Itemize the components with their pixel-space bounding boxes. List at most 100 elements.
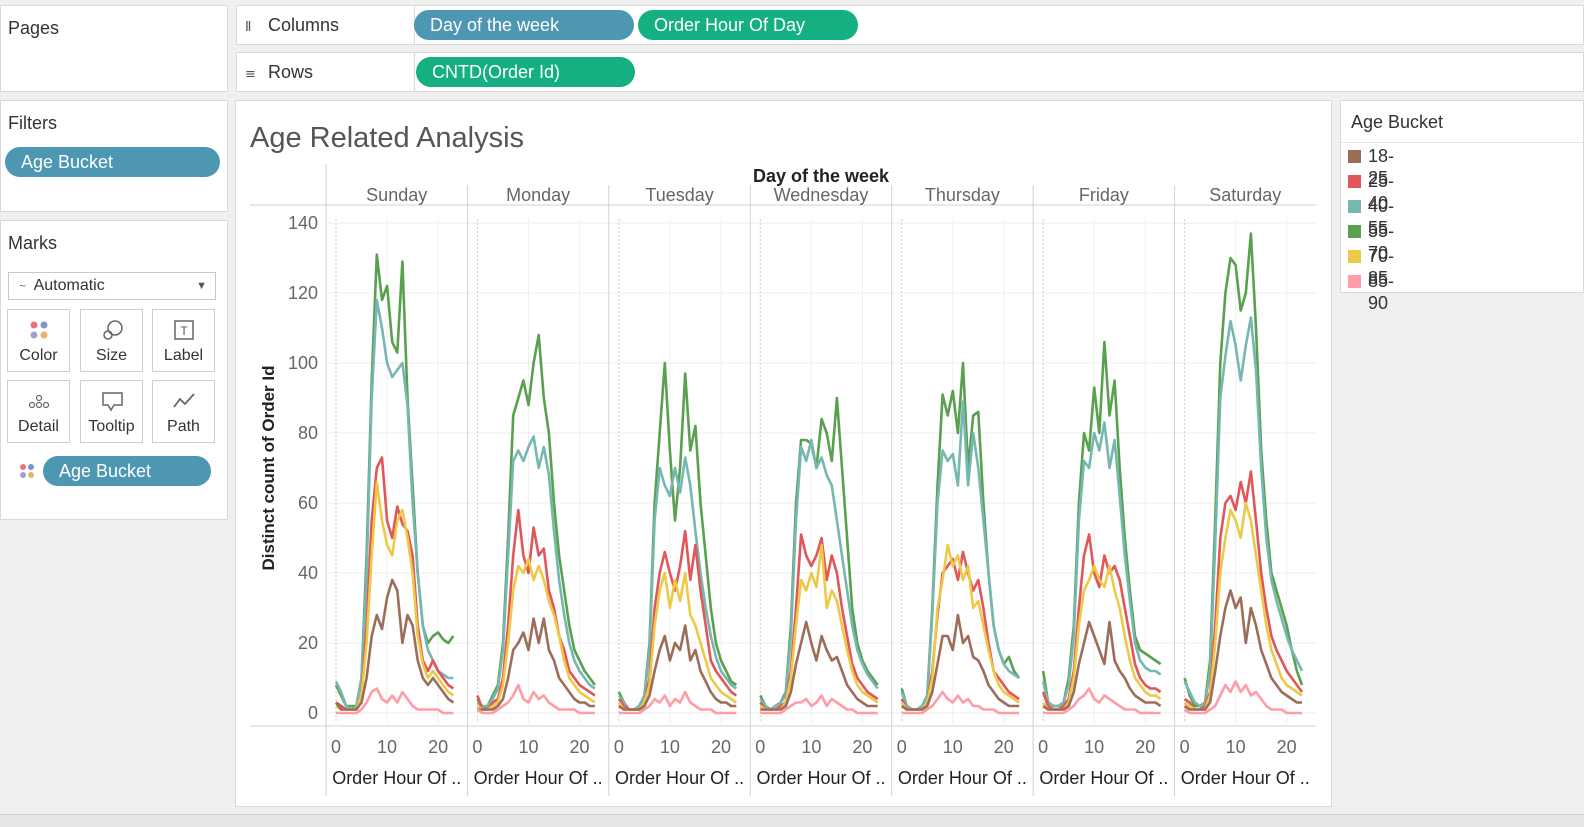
y-axis-label: Distinct count of Order Id: [259, 366, 278, 571]
legend-label: 40-55: [1368, 196, 1395, 238]
y-tick-label: 140: [288, 213, 318, 233]
rows-label: ≡ Rows: [245, 53, 313, 91]
y-tick-label: 20: [298, 633, 318, 653]
series-line-25-40-wednesday: [759, 533, 879, 711]
columns-label-text: Columns: [268, 15, 340, 35]
series-line-55-70-saturday: [1183, 232, 1304, 708]
series-line-70-85-saturday: [1183, 501, 1303, 711]
tooltip-icon: [81, 389, 142, 413]
x-tick-label: 10: [801, 737, 821, 757]
series-line-18-25-friday: [1042, 620, 1162, 711]
series-line-70-85-wednesday: [759, 543, 879, 711]
series-line-55-70-wednesday: [759, 396, 879, 711]
size-icon: [81, 318, 142, 342]
chevron-down-icon: ▼: [196, 280, 207, 292]
rows-pill-cntd-order-id[interactable]: CNTD(Order Id): [416, 57, 635, 87]
panel-header-sunday: Sunday: [366, 185, 427, 205]
color-pill-age-bucket[interactable]: Age Bucket: [43, 456, 211, 486]
color-button[interactable]: Color: [7, 309, 70, 372]
series-line-25-40-friday: [1041, 533, 1162, 711]
series-line-18-25-monday: [477, 617, 595, 711]
series-line-70-85-monday: [476, 557, 596, 711]
series-line-55-70-tuesday: [617, 361, 738, 711]
column-header-title: Day of the week: [753, 166, 890, 186]
y-tick-label: 100: [288, 353, 318, 373]
x-tick-label: 0: [331, 737, 341, 757]
x-tick-label: 0: [614, 737, 624, 757]
x-tick-label: 0: [1180, 737, 1190, 757]
legend-swatch: [1348, 150, 1361, 163]
y-tick-label: 0: [308, 703, 318, 723]
detail-button-label: Detail: [18, 418, 59, 435]
x-tick-label: 20: [428, 737, 448, 757]
svg-text:T: T: [180, 324, 188, 338]
x-axis-label: Order Hour Of ..: [474, 768, 603, 788]
filters-title: Filters: [8, 113, 57, 133]
tooltip-button[interactable]: Tooltip: [80, 380, 143, 443]
x-tick-label: 20: [711, 737, 731, 757]
series-line-40-55-saturday: [1183, 316, 1304, 708]
columns-pill-day-of-week[interactable]: Day of the week: [414, 10, 634, 40]
series-line-18-25-tuesday: [618, 624, 737, 711]
detail-button[interactable]: Detail: [7, 380, 70, 443]
y-tick-label: 80: [298, 423, 318, 443]
x-tick-label: 20: [570, 737, 590, 757]
x-tick-label: 20: [994, 737, 1014, 757]
series-line-40-55-thursday: [900, 400, 1020, 711]
pages-panel: Pages: [0, 5, 228, 92]
legend-label: 70-85: [1368, 246, 1395, 288]
series-line-85-90-thursday: [901, 690, 1020, 715]
path-button[interactable]: Path: [152, 380, 215, 443]
filter-pill-age-bucket[interactable]: Age Bucket: [5, 147, 220, 177]
x-axis-label: Order Hour Of ..: [1039, 768, 1168, 788]
chart-canvas: Age Related Analysis Day of the week 0 20 40…: [250, 122, 1316, 796]
columns-pill-order-hour[interactable]: Order Hour Of Day: [638, 10, 858, 40]
series-line-18-25-sunday: [334, 578, 455, 711]
series-line-25-40-tuesday: [617, 529, 738, 711]
columns-label: Ⅱ Columns: [245, 6, 339, 44]
x-tick-label: 10: [1084, 737, 1104, 757]
legend-panel: Age Bucket: [1340, 100, 1584, 293]
x-tick-label: 20: [1277, 737, 1297, 757]
legend-swatch: [1348, 175, 1361, 188]
series-line-18-25-thursday: [900, 613, 1020, 711]
legend-title-divider: [1341, 142, 1583, 143]
size-button-label: Size: [95, 347, 128, 364]
legend-label: 18-25: [1368, 146, 1395, 188]
series-line-85-90-wednesday: [760, 694, 878, 715]
shelf-divider: [414, 53, 415, 91]
series-line-85-90-saturday: [1183, 680, 1302, 715]
series-line-85-90-tuesday: [618, 690, 737, 715]
series-line-85-90-monday: [476, 683, 595, 715]
legend-swatch: [1348, 225, 1361, 238]
series-line-40-55-monday: [476, 435, 596, 708]
chart-title: Age Related Analysis: [250, 122, 524, 154]
panel-header-wednesday: Wednesday: [774, 185, 869, 205]
label-button[interactable]: T Label: [152, 309, 215, 372]
series-line-25-40-monday: [476, 508, 596, 711]
chart-panel: Age Related Analysis Day of the week 0 20 40…: [235, 100, 1332, 807]
legend-swatch: [1348, 200, 1361, 213]
path-button-label: Path: [167, 418, 200, 435]
label-icon: T: [153, 318, 214, 342]
mark-type-value: Automatic: [33, 277, 105, 294]
x-axis-label: Order Hour Of ..: [898, 768, 1027, 788]
rows-label-text: Rows: [268, 62, 314, 82]
x-tick-label: 0: [755, 737, 765, 757]
sheet-tab-strip: [0, 814, 1584, 827]
y-tick-label: 40: [298, 563, 318, 583]
x-tick-label: 10: [518, 737, 538, 757]
marks-title: Marks: [8, 233, 57, 253]
series-line-85-90-friday: [1043, 687, 1161, 715]
color-icon: [8, 318, 69, 342]
size-button[interactable]: Size: [80, 309, 143, 372]
y-tick-label: 120: [288, 283, 318, 303]
x-tick-label: 10: [660, 737, 680, 757]
legend-title: Age Bucket: [1351, 112, 1444, 132]
color-button-label: Color: [19, 347, 58, 364]
color-encoding-icon: [19, 463, 35, 479]
x-tick-label: 10: [1226, 737, 1246, 757]
label-button-label: Label: [163, 347, 204, 364]
series-line-55-70-friday: [1041, 340, 1162, 708]
mark-type-dropdown[interactable]: ~ Automatic ▼: [8, 272, 216, 300]
